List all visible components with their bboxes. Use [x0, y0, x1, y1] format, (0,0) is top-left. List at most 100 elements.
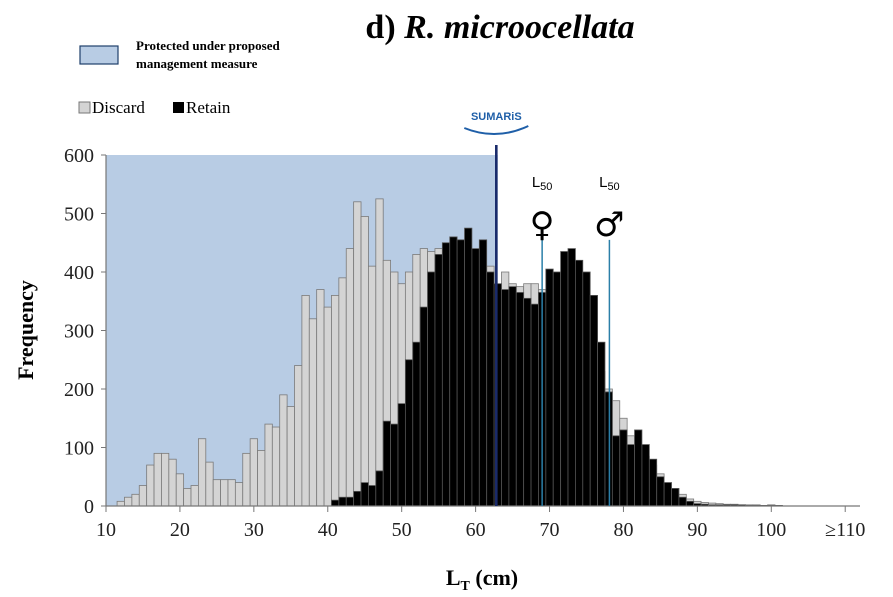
- x-axis-label-main: L: [446, 565, 461, 590]
- retain-bar: [582, 271, 591, 507]
- retain-bar: [456, 239, 465, 507]
- retain-bar: [464, 227, 473, 507]
- retain-bar: [478, 239, 488, 507]
- x-tick-label: ≥110: [825, 519, 865, 541]
- discard-bar: [375, 198, 384, 507]
- discard-bar: [242, 452, 251, 507]
- retain-bar: [523, 297, 532, 507]
- retain-bar: [501, 289, 510, 507]
- retain-bar: [597, 341, 606, 507]
- x-tick-label: 60: [466, 519, 486, 541]
- y-tick-label: 300: [64, 321, 94, 343]
- discard-bar: [271, 426, 281, 507]
- retain-bar: [508, 286, 517, 507]
- retain-bar: [486, 271, 495, 507]
- sumaris-logo-swoosh: [463, 125, 529, 136]
- discard-bar: [360, 216, 369, 507]
- discard-bar: [138, 485, 148, 507]
- discard-bar: [175, 473, 185, 507]
- y-tick-label: 400: [64, 262, 94, 284]
- retain-bar: [434, 254, 443, 507]
- retain-bar: [375, 470, 384, 507]
- y-tick-label: 600: [64, 145, 94, 167]
- discard-bar: [190, 485, 199, 507]
- retain-bar: [390, 423, 399, 507]
- discard-bar: [331, 294, 340, 507]
- x-axis-label-unit: (cm): [470, 565, 518, 590]
- legend-swatch-discard: [78, 101, 91, 114]
- discard-bar: [279, 394, 288, 507]
- retain-bar: [678, 496, 687, 507]
- x-axis-label-sub: T: [461, 579, 471, 594]
- l50-label: L50: [599, 174, 620, 193]
- discard-bar: [153, 452, 162, 507]
- retain-bar: [634, 429, 643, 507]
- l50-label: L50: [532, 174, 553, 193]
- legend-swatch-retain: [173, 102, 184, 113]
- retain-bar: [648, 458, 658, 507]
- discard-bar: [146, 464, 155, 507]
- y-tick-label: 500: [64, 204, 94, 226]
- retain-bar: [345, 496, 355, 507]
- retain-bar: [567, 248, 576, 507]
- retain-bar: [575, 259, 584, 507]
- x-axis-label: LT (cm): [446, 565, 518, 594]
- discard-bar: [345, 248, 355, 507]
- retain-bar: [530, 303, 539, 507]
- x-tick-label: 50: [392, 519, 412, 541]
- tick-labels: 0 100 200 300 400 500 600 10 20 30 40 50 60 70 80 90 100…: [64, 145, 865, 541]
- female-symbol-icon: ♀: [530, 205, 555, 245]
- x-tick-label: 30: [244, 519, 264, 541]
- protected-legend-line1: Protected under proposed: [136, 38, 280, 53]
- retain-bar: [419, 306, 428, 507]
- retain-bar: [619, 429, 628, 507]
- markers: SUMARiS L50 ♀ L50 ♂: [463, 111, 625, 506]
- discard-bar: [368, 265, 377, 507]
- retain-bar: [641, 444, 650, 507]
- x-tick-label: 90: [687, 519, 707, 541]
- discard-bar: [131, 493, 140, 507]
- discard-bar: [249, 438, 258, 507]
- discard-bar: [323, 306, 332, 507]
- discard-bar: [286, 406, 295, 507]
- chart-title-prefix: d): [365, 9, 404, 46]
- retain-bar: [545, 268, 554, 507]
- retain-bar: [427, 271, 436, 507]
- y-tick-label: 100: [64, 438, 94, 460]
- chart-title-species: R. microocellata: [403, 9, 634, 46]
- retain-bar: [353, 490, 362, 507]
- retain-bar: [589, 294, 598, 507]
- retain-bar: [663, 482, 672, 507]
- retain-bar: [611, 435, 621, 507]
- retain-bar: [656, 476, 665, 507]
- discard-bar: [234, 482, 244, 507]
- retain-bar: [397, 403, 406, 507]
- protected-legend-line2: management measure: [136, 56, 258, 71]
- retain-bar: [331, 499, 340, 507]
- discard-bar: [353, 201, 362, 507]
- discard-bar: [220, 479, 229, 507]
- retain-bar: [382, 420, 391, 507]
- discard-bar: [227, 479, 236, 507]
- retain-bar: [368, 485, 377, 507]
- discard-bar: [212, 479, 221, 507]
- y-axis-label: Frequency: [13, 280, 38, 380]
- retain-bar: [338, 496, 347, 507]
- retain-bar: [560, 251, 569, 507]
- discard-bar: [301, 294, 310, 507]
- y-tick-label: 200: [64, 379, 94, 401]
- x-tick-label: 100: [756, 519, 786, 541]
- discard-bar: [168, 458, 177, 507]
- male-symbol-icon: ♂: [594, 205, 624, 245]
- x-tick-label: 80: [613, 519, 633, 541]
- discard-bar: [308, 318, 318, 507]
- legend-label-discard: Discard: [92, 98, 145, 117]
- retain-bar: [449, 236, 458, 507]
- discard-bar: [264, 423, 273, 507]
- chart-title: d) R. microocellata: [365, 9, 634, 46]
- x-tick-label: 20: [170, 519, 190, 541]
- retain-bar: [626, 444, 635, 507]
- x-tick-label: 40: [318, 519, 338, 541]
- axes: [101, 154, 860, 512]
